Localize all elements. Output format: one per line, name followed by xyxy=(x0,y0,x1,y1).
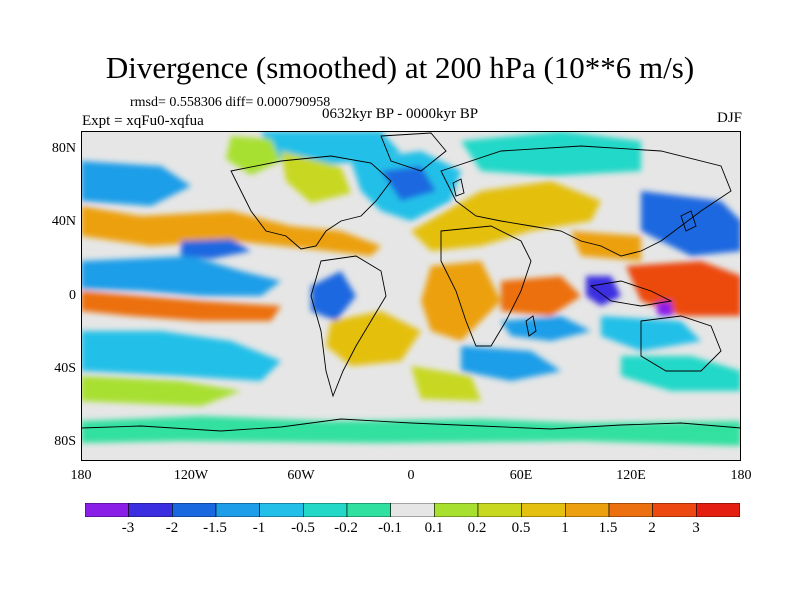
map-frame xyxy=(81,131,741,461)
field-blue-atlantic xyxy=(381,166,436,201)
field-blue-na xyxy=(181,239,251,259)
colorbar-swatch xyxy=(477,503,522,517)
field-orange-tropical-pac xyxy=(81,291,281,321)
lon-label-120w: 120W xyxy=(173,468,209,483)
colorbar-swatch xyxy=(390,503,435,517)
field-orange-satl xyxy=(326,311,421,366)
colorbar-swatch xyxy=(303,503,348,517)
colorbar-swatch xyxy=(259,503,304,517)
experiment-label: Expt = xqFu0-xqfua xyxy=(82,113,204,129)
lat-label-40n: 40N xyxy=(51,214,76,229)
season-label: DJF xyxy=(716,110,742,126)
colorbar-label: -2 xyxy=(165,520,179,536)
lat-label-40s: 40S xyxy=(54,361,76,376)
coast-greenland xyxy=(380,132,447,172)
divergence-field xyxy=(81,131,741,446)
coast-north-america xyxy=(230,155,392,250)
period-label: 0632kyr BP - 0000kyr BP xyxy=(322,106,479,122)
field-cyan-tropical-pac xyxy=(81,256,281,296)
colorbar-swatch xyxy=(521,503,566,517)
field-yellow-south xyxy=(81,376,241,406)
colorbar-label: 2 xyxy=(648,520,656,536)
colorbar-label: -0.1 xyxy=(378,520,402,536)
colorbar-label: 0.1 xyxy=(424,520,444,536)
field-blue-samerica xyxy=(311,271,356,321)
coast-indonesia xyxy=(589,280,673,307)
coast-antarctica xyxy=(81,418,741,432)
colorbar-label: 1 xyxy=(561,520,569,536)
lon-label-60e: 60E xyxy=(509,468,533,483)
coast-eurasia xyxy=(440,145,732,257)
field-blue-south xyxy=(461,346,561,381)
colorbar xyxy=(85,503,740,517)
colorbar-swatch xyxy=(608,503,653,517)
colorbar-label: 3 xyxy=(692,520,700,536)
lon-label-180e: 180 xyxy=(730,468,752,483)
divergence-map xyxy=(81,131,741,461)
coast-africa xyxy=(440,225,532,347)
field-yellow-arctic xyxy=(281,151,351,203)
field-blue-indian xyxy=(501,316,591,341)
colorbar-swatch xyxy=(128,503,173,517)
colorbar-swatch xyxy=(85,503,129,517)
lon-label-0: 0 xyxy=(407,468,415,483)
colorbar-label: -0.5 xyxy=(291,520,315,536)
lat-label-80s: 80S xyxy=(54,434,76,449)
field-cyan-south xyxy=(81,331,281,381)
field-orange-npac xyxy=(81,206,381,256)
lat-label-0: 0 xyxy=(69,288,76,303)
coast-japan xyxy=(680,210,697,232)
field-blue-asia xyxy=(641,191,741,256)
field-cyan-eurasia xyxy=(461,131,641,176)
coastlines xyxy=(81,132,741,432)
coast-madagascar xyxy=(525,315,537,337)
coast-uk xyxy=(452,178,465,197)
colorbar-swatch xyxy=(172,503,217,517)
field-orange-africa xyxy=(421,261,501,341)
field-blue-npac xyxy=(81,161,191,206)
colorbar-label: 0.5 xyxy=(511,520,531,536)
field-orange-eurasia xyxy=(411,181,601,251)
colorbar-label: -3 xyxy=(121,520,135,536)
field-green-antarctic xyxy=(81,416,741,446)
field-red-indian xyxy=(501,276,581,316)
coast-south-america xyxy=(310,255,387,398)
colorbar-swatch xyxy=(696,503,740,517)
colorbar-swatch xyxy=(434,503,479,517)
field-red-wpac xyxy=(626,261,741,316)
coast-australia xyxy=(640,315,722,372)
lat-label-80n: 80N xyxy=(51,141,76,156)
lon-label-60w: 60W xyxy=(287,468,315,483)
plot-title: Divergence (smoothed) at 200 hPa (10**6 … xyxy=(105,50,695,85)
colorbar-swatch xyxy=(652,503,697,517)
lon-label-180w: 180 xyxy=(70,468,92,483)
colorbar-swatch xyxy=(215,503,260,517)
field-cyan-spac xyxy=(601,316,701,351)
colorbar-label: 0.2 xyxy=(467,520,487,536)
colorbar-label: -1 xyxy=(252,520,266,536)
colorbar-label: 1.5 xyxy=(598,520,618,536)
field-purple-wpac xyxy=(656,301,673,316)
field-yellow-sindian xyxy=(411,366,481,401)
field-yellow-asia xyxy=(571,231,641,261)
colorbar-swatch xyxy=(565,503,610,517)
field-purple-maritime xyxy=(586,276,621,306)
field-cyan-south-east xyxy=(621,356,741,391)
colorbar-label: -0.2 xyxy=(334,520,358,536)
lon-label-120e: 120E xyxy=(616,468,646,483)
rmsd-diff-stats: rmsd= 0.558306 diff= 0.000790958 xyxy=(130,95,331,110)
colorbar-label: -1.5 xyxy=(203,520,227,536)
field-green-arctic xyxy=(226,136,281,175)
colorbar-swatch xyxy=(346,503,391,517)
